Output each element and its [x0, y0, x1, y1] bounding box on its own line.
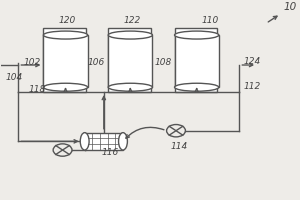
Text: 114: 114 — [170, 142, 188, 151]
Bar — [44, 35, 88, 87]
Text: 122: 122 — [123, 16, 140, 25]
Ellipse shape — [108, 31, 152, 39]
Bar — [85, 133, 123, 150]
Bar — [108, 35, 152, 87]
Text: 102: 102 — [23, 58, 40, 67]
Text: 108: 108 — [154, 58, 172, 67]
Ellipse shape — [175, 83, 219, 91]
Ellipse shape — [175, 31, 219, 39]
Ellipse shape — [44, 83, 88, 91]
Bar — [175, 35, 219, 87]
Ellipse shape — [108, 83, 152, 91]
Text: 104: 104 — [5, 73, 22, 82]
Ellipse shape — [80, 133, 89, 150]
Text: 120: 120 — [58, 16, 76, 25]
Bar — [44, 28, 86, 92]
Text: 116: 116 — [101, 148, 118, 157]
Text: 106: 106 — [88, 58, 105, 67]
Ellipse shape — [118, 133, 127, 150]
Text: 124: 124 — [244, 57, 261, 66]
Bar — [108, 28, 151, 92]
Text: 110: 110 — [201, 16, 218, 25]
Ellipse shape — [44, 31, 88, 39]
Bar — [175, 28, 217, 92]
Text: 112: 112 — [244, 82, 261, 91]
Text: 10: 10 — [284, 2, 297, 12]
Text: 118: 118 — [29, 85, 46, 94]
